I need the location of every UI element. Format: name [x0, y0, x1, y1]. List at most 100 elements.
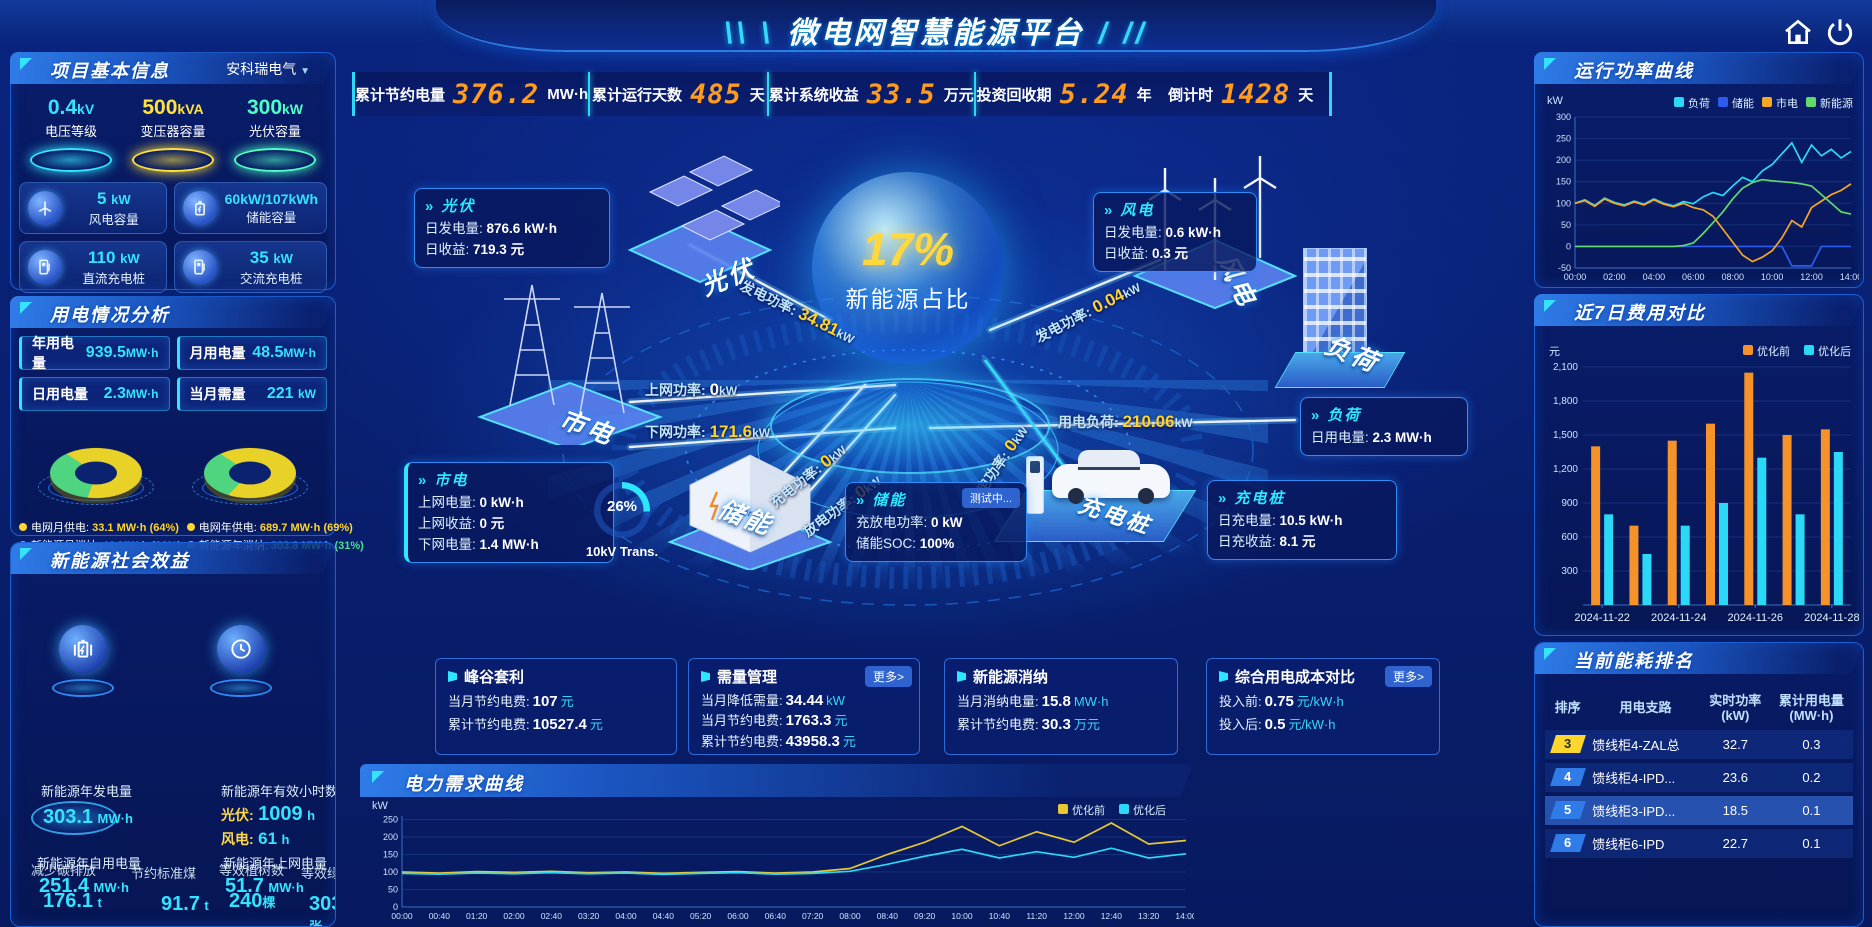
capacity-pads: 0.4kV 电压等级 500kVA 变压器容量 300kW 光伏容量 [19, 92, 327, 172]
svg-text:02:00: 02:00 [503, 911, 525, 921]
pv-node-graphic [627, 155, 780, 284]
box-title: » 充电桩 [1218, 490, 1286, 507]
load-node-graphic [1274, 248, 1406, 398]
benefit-coal-label: 节约标准煤 [131, 866, 197, 881]
benefit-gen-pad [51, 625, 115, 697]
cost-chart-unit: 元 [1549, 346, 1560, 358]
col-rank: 排序 [1554, 700, 1581, 716]
corner-icon [20, 58, 32, 70]
box-row: 当月节约电费: 107 元 [448, 693, 574, 710]
svg-text:600: 600 [1561, 532, 1578, 543]
panel-title: 当前能耗排名 [1574, 651, 1694, 671]
table-row[interactable]: 6 馈线柜6-IPD 22.7 0.1 [1545, 828, 1853, 858]
legend-item-storage[interactable]: 储能 [1718, 95, 1754, 111]
card-label: 直流充电桩 [82, 271, 146, 286]
box-row: 日收益: 0.3 元 [1104, 245, 1189, 261]
transformer-gauge [594, 482, 650, 538]
svg-text:14:00: 14:00 [1840, 272, 1859, 282]
svg-text:14:00: 14:00 [1175, 911, 1194, 921]
svg-text:0: 0 [1566, 241, 1571, 251]
table-row[interactable]: 5 馈线柜3-IPD... 18.5 0.1 [1545, 795, 1853, 825]
company-select-value[interactable]: 安科瑞电气 [226, 61, 297, 77]
benefit-hours-label: 新能源年有效小时数 [221, 784, 336, 799]
benefit-trees-label: 等效植树数 [219, 863, 285, 878]
svg-text:06:00: 06:00 [727, 911, 749, 921]
cost-chart-legend: 优化前 优化后 [1743, 343, 1851, 359]
battery-lightning-icon [59, 625, 107, 673]
kpi-value: 1428 [1221, 78, 1291, 110]
kpi-label: 累计系统收益 [768, 86, 859, 104]
legend-swatch [1762, 97, 1772, 107]
kpi-payback: 投资回收期 5.24 年 [976, 79, 1153, 110]
box-row: 充放电功率: 0 kW [856, 515, 963, 530]
stat-day-usage: 日用电量 2.3MW·h [19, 377, 170, 411]
company-select[interactable]: 安科瑞电气 ▼ [226, 59, 310, 79]
total-energy: 0.1 [1802, 802, 1821, 818]
box-title: » 市电 [418, 472, 469, 489]
box-title: 峰谷套利 [448, 666, 664, 687]
home-icon[interactable] [1782, 16, 1814, 48]
flag-icon [701, 671, 710, 682]
legend-item-pre[interactable]: 优化前 [1058, 802, 1105, 818]
panel-title: 运行功率曲线 [1574, 61, 1694, 81]
demand-chart-unit: kW [372, 800, 388, 812]
svg-text:2024-11-24: 2024-11-24 [1651, 612, 1706, 624]
transformer-load-pct: 26% [606, 498, 638, 515]
rank-badge: 6 [1549, 834, 1586, 853]
svg-text:900: 900 [1561, 498, 1578, 509]
legend-grid-month[interactable]: 电网月供电: 33.1 MW·h (64%) [19, 519, 181, 535]
table-row[interactable]: 3 馈线柜4-ZAL总 32.7 0.3 [1545, 729, 1853, 759]
col-power: 实时功率 (kW) [1709, 693, 1762, 723]
legend-item-pre[interactable]: 优化前 [1743, 343, 1790, 359]
card-label: 储能容量 [246, 210, 297, 225]
svg-text:13:20: 13:20 [1138, 911, 1160, 921]
renewable-share-sphere: 17% 新能源占比 [812, 172, 1004, 364]
svg-text:50: 50 [1561, 220, 1571, 230]
svg-text:08:40: 08:40 [877, 911, 899, 921]
legend-item-post[interactable]: 优化后 [1119, 802, 1166, 818]
legend-item-grid[interactable]: 市电 [1762, 95, 1798, 111]
kpi-topbar: 累计节约电量 376.2 MW·h 累计运行天数 485 天 累计系统收益 33.5 万元 … [352, 72, 1332, 116]
power-chart-unit: kW [1547, 95, 1563, 107]
benefit-coal-value: 91.7 t [161, 893, 209, 915]
svg-text:07:20: 07:20 [802, 911, 824, 921]
kpi-energy-saved: 累计节约电量 376.2 MW·h [355, 79, 588, 110]
pad-value: 300kW [246, 96, 304, 119]
table-row[interactable]: 4 馈线柜4-IPD... 23.6 0.2 [1545, 762, 1853, 792]
corner-icon [1544, 300, 1556, 312]
more-button[interactable]: 更多> [1384, 666, 1432, 687]
card-value: 5 kW [96, 188, 131, 208]
legend-item-renewable[interactable]: 新能源 [1806, 95, 1853, 111]
benefit-gen-oval [31, 801, 117, 835]
card-value: 60kW/107kWh [224, 190, 318, 207]
grid-node-graphic [477, 284, 663, 445]
storage-node-graphic: Battery [667, 454, 833, 570]
legend-grid-year[interactable]: 电网年供电: 689.7 MW·h (69%) [186, 519, 364, 535]
legend-item-load[interactable]: 负荷 [1674, 95, 1710, 111]
panel-title: 近7日费用对比 [1574, 303, 1707, 323]
wind-turbine-icon [28, 191, 62, 225]
svg-text:2024-11-28: 2024-11-28 [1804, 612, 1859, 624]
panel-title: 新能源社会效益 [50, 551, 190, 571]
benefit-gen-value: 303.1 MW·h [43, 806, 133, 828]
more-button[interactable]: 更多> [864, 666, 912, 687]
charging-post [1026, 456, 1044, 514]
branch-name: 馈线柜3-IPD... [1592, 803, 1676, 819]
stat-month-demand: 当月需量 221 kW [176, 377, 327, 411]
panel-usage-header: 用电情况分析 [10, 296, 336, 328]
svg-text:300: 300 [1561, 566, 1578, 577]
charger-node-graphic [993, 420, 1197, 550]
legend-swatch [1119, 804, 1129, 814]
kpi-countdown: 倒计时 1428 天 [1152, 79, 1329, 110]
legend-item-post[interactable]: 优化后 [1804, 343, 1851, 359]
pad-value: 500kVA [142, 96, 204, 119]
stat-label: 年用电量 [32, 335, 74, 371]
storage-status-badge[interactable]: 测试中... [961, 488, 1020, 508]
card-label: 风电容量 [88, 212, 139, 227]
rank-badge: 5 [1549, 801, 1586, 820]
svg-text:00:00: 00:00 [1564, 272, 1587, 282]
rank-badge: 3 [1549, 735, 1586, 754]
power-icon[interactable] [1824, 16, 1856, 48]
building [1303, 248, 1367, 358]
kpi-system-income: 累计系统收益 33.5 万元 [769, 79, 974, 110]
